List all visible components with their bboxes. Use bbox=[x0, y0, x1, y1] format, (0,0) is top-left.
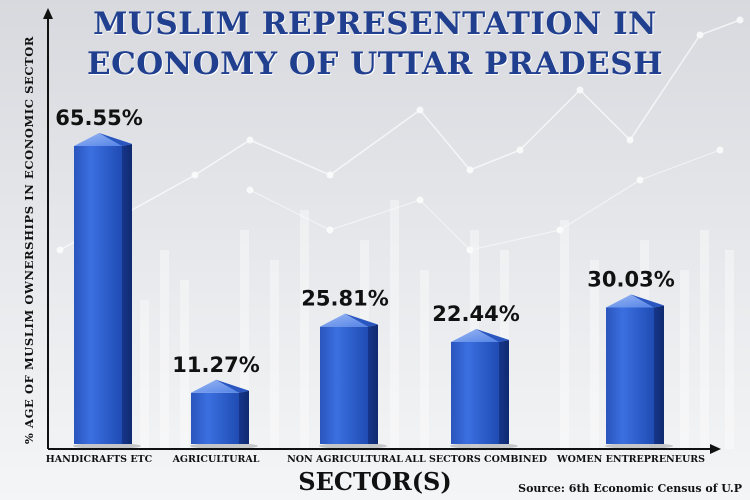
x-tick-label: AGRICULTURAL bbox=[172, 454, 260, 465]
decorative-dot bbox=[576, 86, 584, 94]
bar-shadow bbox=[73, 443, 141, 449]
x-tick-label: ALL SECTORS COMBINED bbox=[404, 454, 547, 465]
chart-title-line-1: MUSLIM REPRESENTATION IN bbox=[93, 6, 657, 42]
bar-shadow bbox=[450, 443, 518, 449]
decorative-dot bbox=[416, 106, 424, 114]
bar-side bbox=[499, 339, 509, 444]
bar-top-side bbox=[345, 313, 378, 327]
decorative-dot bbox=[246, 186, 254, 194]
bar-side bbox=[368, 324, 378, 444]
y-axis-label: % AGE OF MUSLIM OWNERSHIPS IN ECONOMIC S… bbox=[22, 35, 36, 445]
source-note: Source: 6th Economic Census of U.P bbox=[518, 482, 742, 495]
value-labels-group: 65.55% 11.27% 25.81% 22.44% 30.03% bbox=[55, 106, 674, 377]
bar bbox=[450, 328, 518, 449]
decorative-dot bbox=[626, 136, 634, 144]
decorative-dot bbox=[716, 146, 724, 154]
decorative-bar bbox=[390, 200, 399, 449]
decorative-bar bbox=[590, 260, 599, 449]
decorative-dot bbox=[466, 246, 474, 254]
decorative-bar bbox=[140, 300, 149, 449]
bar-value-label: 65.55% bbox=[55, 106, 142, 130]
decorative-dot bbox=[191, 171, 199, 179]
bar-value-label: 11.27% bbox=[172, 353, 259, 377]
bar-value-label: 30.03% bbox=[587, 267, 674, 291]
x-tick-label: NON AGRICULTURAL bbox=[287, 454, 403, 465]
decorative-dot bbox=[56, 246, 64, 254]
decorative-bar bbox=[560, 220, 569, 449]
decorative-bar bbox=[160, 250, 169, 449]
bar-top-side bbox=[476, 328, 509, 342]
bar bbox=[73, 133, 141, 449]
x-tick-labels-group: HANDICRAFTS ETC AGRICULTURAL NON AGRICULTU… bbox=[46, 454, 705, 465]
x-axis-label: SECTOR(S) bbox=[298, 467, 452, 496]
bar bbox=[190, 379, 258, 449]
decorative-dot bbox=[326, 171, 334, 179]
bar-shadow bbox=[190, 443, 258, 449]
decorative-bar bbox=[240, 230, 249, 449]
bar-front bbox=[451, 341, 499, 444]
x-tick-label: HANDICRAFTS ETC bbox=[46, 454, 153, 465]
bar-front bbox=[606, 307, 654, 444]
bar bbox=[605, 294, 673, 449]
decorative-bar bbox=[300, 210, 309, 449]
bar-value-label: 22.44% bbox=[432, 302, 519, 326]
decorative-dot bbox=[696, 31, 704, 39]
bar-top-side bbox=[216, 379, 249, 393]
decorative-dot bbox=[636, 176, 644, 184]
bar-front bbox=[320, 326, 368, 444]
decorative-bar bbox=[420, 270, 429, 449]
bar-top-side bbox=[631, 294, 664, 308]
decorative-dot bbox=[466, 166, 474, 174]
bar-shadow bbox=[319, 443, 387, 449]
chart-title-line-2: ECONOMY OF UTTAR PRADESH bbox=[87, 46, 663, 82]
decorative-bar bbox=[180, 280, 189, 449]
y-axis-arrow bbox=[43, 8, 53, 19]
decorative-dot bbox=[556, 226, 564, 234]
decorative-bar bbox=[700, 230, 709, 449]
decorative-bar bbox=[680, 270, 689, 449]
decorative-dot bbox=[416, 196, 424, 204]
bar-front bbox=[74, 146, 122, 444]
bar-shadow bbox=[605, 443, 673, 449]
bar bbox=[319, 313, 387, 449]
decorative-bar bbox=[725, 250, 734, 449]
decorative-dot bbox=[516, 146, 524, 154]
bar-value-label: 25.81% bbox=[301, 287, 388, 311]
x-tick-label: WOMEN ENTREPRENEURS bbox=[556, 454, 705, 465]
bar-front bbox=[191, 392, 239, 444]
decorative-dot bbox=[246, 136, 254, 144]
decorative-dot bbox=[736, 16, 744, 24]
bar-top-side bbox=[99, 133, 132, 146]
x-axis-arrow bbox=[710, 444, 721, 454]
decorative-dot bbox=[326, 226, 334, 234]
bar-side bbox=[239, 390, 249, 444]
decorative-bar bbox=[270, 260, 279, 449]
bar-side bbox=[122, 144, 132, 444]
bar-side bbox=[654, 305, 664, 444]
bars-group bbox=[73, 133, 673, 449]
